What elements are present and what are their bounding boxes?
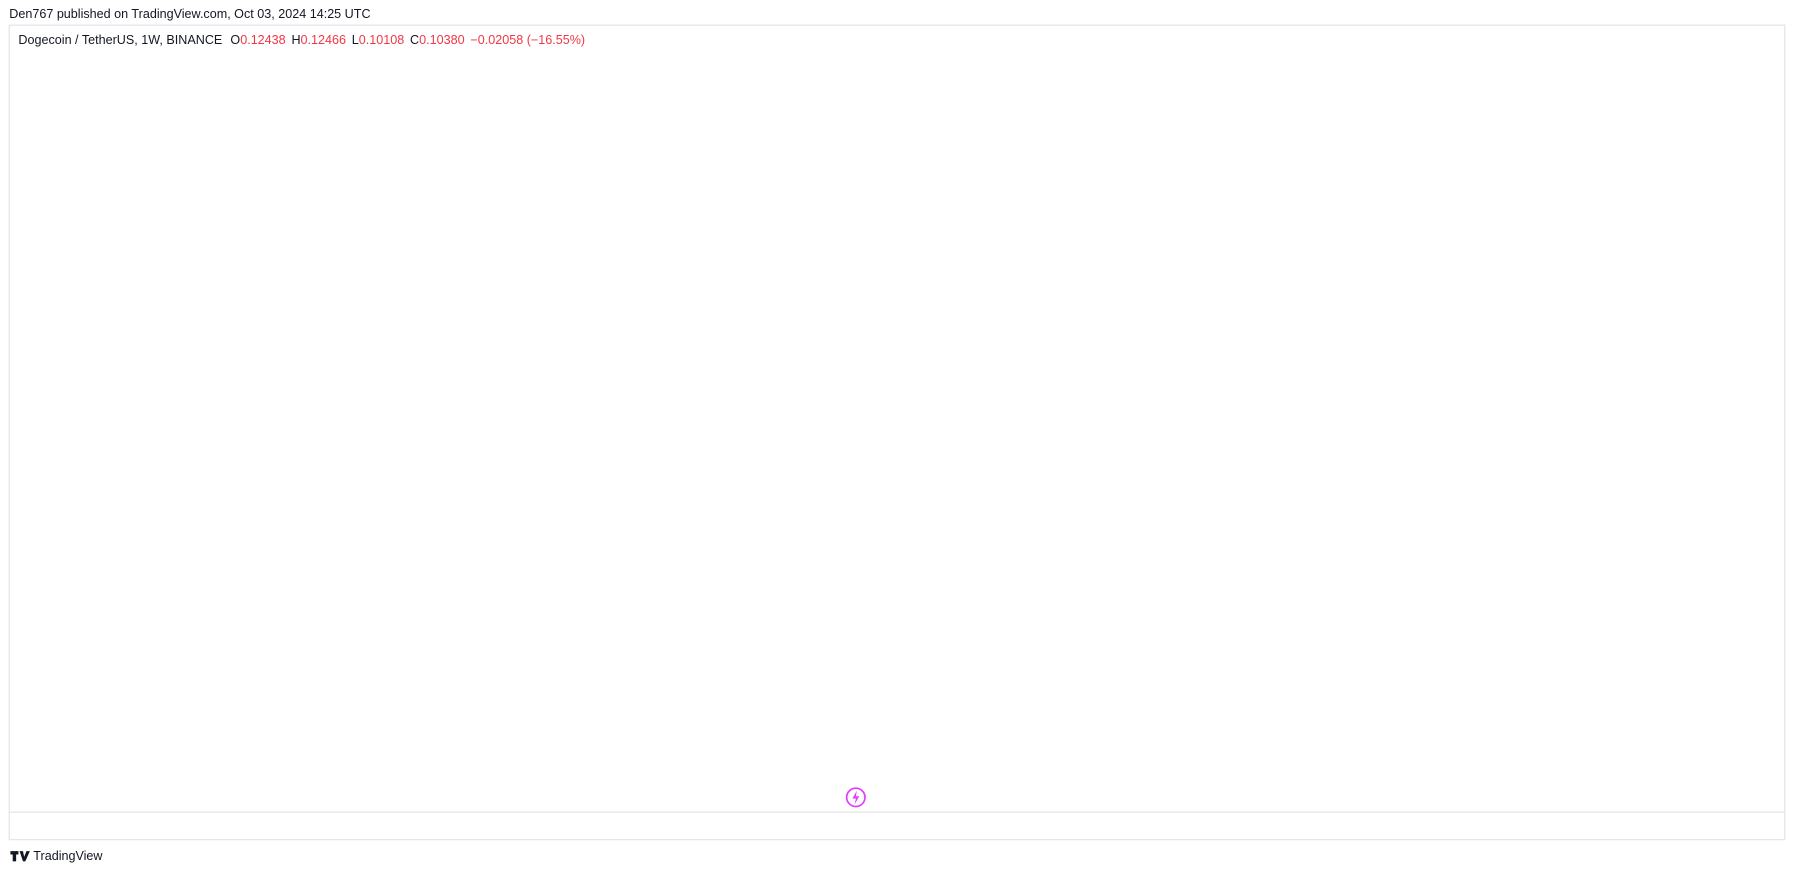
legend-value: 0.10380 (419, 34, 464, 48)
legend: Dogecoin / TetherUS, 1W, BINANCE O0.1243… (18, 34, 585, 48)
legend-value: 0.10108 (359, 34, 404, 48)
legend-value: 0.12438 (240, 34, 285, 48)
legend-key: H (291, 34, 300, 48)
chart-frame (8, 24, 1786, 841)
legend-key: C (410, 34, 419, 48)
legend-key: O (230, 34, 240, 48)
footer-text: TradingView (33, 849, 103, 863)
publish-header: Den767 published on TradingView.com, Oct… (9, 7, 370, 21)
logo-mark (10, 851, 30, 862)
alert-bolt (852, 790, 860, 805)
footer-logo: TradingView (10, 849, 103, 863)
legend-key: L (352, 34, 359, 48)
legend-value: 0.12466 (301, 34, 346, 48)
legend-change: −0.02058 (−16.55%) (470, 34, 585, 48)
chart-title: Dogecoin / TetherUS, 1W, BINANCE (18, 34, 222, 48)
